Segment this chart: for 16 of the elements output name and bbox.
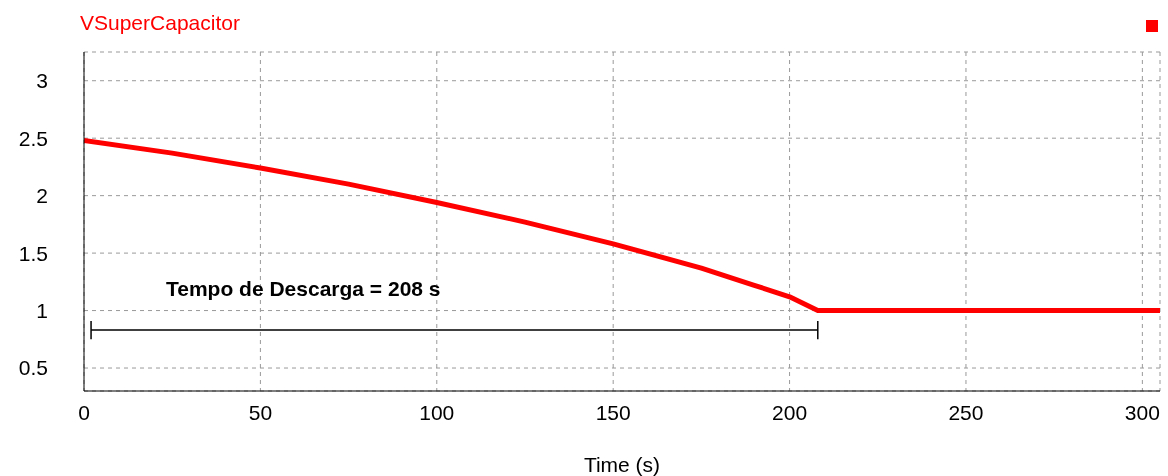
x-tick-label: 50 [248,400,273,424]
x-tick-label: 300 [1124,400,1160,424]
y-tick-label: 0.5 [18,356,48,380]
y-tick-label: 3 [36,69,48,93]
text: VSuperCapacitor [80,11,240,34]
x-tick-label: 100 [419,400,455,424]
y-tick-label: 2.5 [18,126,48,150]
x-tick-label: 0 [78,400,90,424]
y-tick-label: 2 [36,184,48,208]
x-tick-label: 150 [595,400,631,424]
x-tick-label: 250 [948,400,984,424]
annotation: Tempo de Descarga = 208 s [166,277,441,301]
y-tick-label: 1.5 [18,241,48,265]
y-tick-label: 1 [36,299,48,323]
x-axis-title: Time (s) [583,453,661,476]
x-tick-label: 200 [772,400,808,424]
